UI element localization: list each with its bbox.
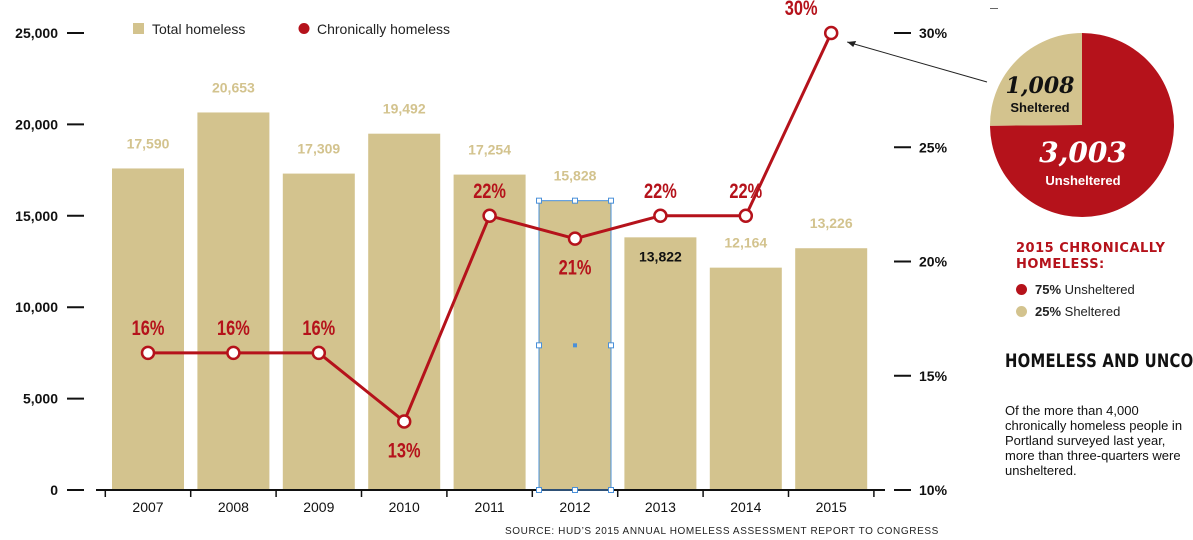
bar-value-label: 12,164 xyxy=(724,235,767,251)
chronic-value-label: 16% xyxy=(302,316,335,339)
bar-2007 xyxy=(112,168,184,490)
chronic-value-label: 22% xyxy=(473,179,506,202)
chronic-point-2009 xyxy=(311,345,327,361)
x-tick-label: 2014 xyxy=(730,499,761,515)
right-tick-label: 30% xyxy=(919,25,948,41)
selection-box xyxy=(536,197,614,493)
left-tick-label: 20,000 xyxy=(15,116,58,132)
selection-handle xyxy=(608,487,614,493)
bar-2011 xyxy=(453,174,526,491)
chronic-value-label: 30% xyxy=(785,0,818,19)
bar-value-label: 17,590 xyxy=(127,135,170,151)
sheltered-dot xyxy=(1016,306,1027,317)
x-tick-labels: 2007 2008 2009 2010 2011 2012 2013 2014 2015 xyxy=(132,499,847,515)
bar-value-label: 15,828 xyxy=(554,168,597,184)
chronic-point-2008 xyxy=(226,345,241,361)
legend-line-label: Chronically homeless xyxy=(317,21,450,37)
corner-mark xyxy=(990,8,998,9)
selection-handle xyxy=(572,197,578,204)
pie-slice-sheltered xyxy=(990,33,1082,126)
bar-value-label: 13,822 xyxy=(639,248,682,264)
chronic-point-2012 xyxy=(567,231,583,246)
unsheltered-percent: 75% xyxy=(1035,282,1062,297)
baseline xyxy=(96,489,885,497)
bar-2008 xyxy=(197,112,270,490)
pie-legend-unsheltered: 75% Unsheltered xyxy=(1016,282,1191,297)
sheltered-name: Sheltered xyxy=(1010,100,1069,115)
x-tick-label: 2013 xyxy=(645,499,676,515)
bars: 17,590 20,653 17,309 19,492 17,254 15,828 13,8… xyxy=(112,79,868,491)
bar-value-label: 17,254 xyxy=(468,142,511,158)
selection-handle xyxy=(572,487,578,493)
selection-handle xyxy=(536,487,542,493)
legend-line-swatch xyxy=(298,23,310,34)
chronic-line: 16% 16% 16% 13% 22% 21% 22% 22% 30% xyxy=(132,0,839,462)
bar-2013 xyxy=(624,237,697,490)
chronic-value-label: 22% xyxy=(644,179,677,202)
chronic-point-2007 xyxy=(140,345,156,361)
body-text: Of the more than 4,000 chronically homel… xyxy=(1005,403,1183,478)
chronic-point-2011 xyxy=(482,208,497,224)
selection-handle xyxy=(536,342,542,349)
bar-value-label: 19,492 xyxy=(383,101,426,117)
chronic-value-label: 21% xyxy=(559,256,592,279)
left-axis: 0 5,000 10,000 15,000 20,000 25,000 xyxy=(15,25,84,498)
headline: HOMELESS AND UNCOVERED xyxy=(1005,350,1193,372)
x-tick-label: 2010 xyxy=(389,499,420,515)
pie-connector xyxy=(847,41,988,83)
selection-handle xyxy=(608,342,614,349)
x-tick-label: 2008 xyxy=(218,499,249,515)
legend-bar-label: Total homeless xyxy=(152,21,245,37)
x-tick-label: 2015 xyxy=(816,499,847,515)
bar-2015 xyxy=(795,248,868,490)
x-tick-label: 2012 xyxy=(559,499,590,515)
pie-legend-sheltered: 25% Sheltered xyxy=(1016,304,1191,319)
sheltered-percent: 25% xyxy=(1035,304,1062,319)
selection-center xyxy=(573,343,577,348)
left-tick-label: 15,000 xyxy=(15,208,58,224)
bar-value-label: 13,226 xyxy=(810,215,853,231)
left-tick-label: 0 xyxy=(50,482,58,498)
chronic-value-label: 22% xyxy=(729,179,762,202)
left-tick-label: 5,000 xyxy=(23,391,58,407)
bar-2009 xyxy=(282,173,355,490)
selection-handle xyxy=(536,197,542,204)
chronic-point-2013 xyxy=(653,208,668,224)
unsheltered-label: Unsheltered xyxy=(1064,282,1135,297)
bar-value-label: 17,309 xyxy=(297,141,340,157)
left-tick-label: 25,000 xyxy=(15,25,58,41)
source-note: SOURCE: HUD’S 2015 ANNUAL HOMELESS ASSES… xyxy=(505,526,939,537)
pie-slice-unsheltered xyxy=(990,33,1175,218)
left-tick-label: 10,000 xyxy=(15,299,58,315)
right-axis: 10% 15% 20% 25% 30% xyxy=(894,25,948,498)
right-tick-label: 25% xyxy=(919,139,948,155)
right-tick-label: 20% xyxy=(919,254,948,270)
bar-2014 xyxy=(709,267,782,490)
sheltered-label: Sheltered xyxy=(1064,304,1121,319)
chronic-value-label: 16% xyxy=(217,316,250,339)
unsheltered-name: Unsheltered xyxy=(1045,173,1120,188)
chronic-value-label: 16% xyxy=(132,316,165,339)
legend-bar-swatch xyxy=(133,23,144,34)
right-tick-label: 10% xyxy=(919,482,948,498)
legend: Total homeless Chronically homeless xyxy=(133,21,450,37)
chronic-point-2015 xyxy=(823,25,839,41)
chronic-point-2014 xyxy=(738,208,754,224)
bar-value-label: 20,653 xyxy=(212,79,255,95)
x-tick-label: 2007 xyxy=(132,499,163,515)
pie-title: 2015 CHRONICALLY HOMELESS: xyxy=(1016,241,1166,272)
right-tick-label: 15% xyxy=(919,368,948,384)
x-tick-label: 2011 xyxy=(475,499,505,515)
pie-connector-arrowhead xyxy=(847,41,857,47)
unsheltered-dot xyxy=(1016,284,1027,295)
x-tick-label: 2009 xyxy=(303,499,334,515)
sheltered-value: 1,008 xyxy=(1006,73,1075,99)
unsheltered-value: 3,003 xyxy=(1039,136,1127,169)
chronic-value-label: 13% xyxy=(388,438,421,461)
selection-handle xyxy=(608,197,614,204)
bar-2010 xyxy=(368,133,441,491)
chronic-point-2010 xyxy=(396,414,412,429)
